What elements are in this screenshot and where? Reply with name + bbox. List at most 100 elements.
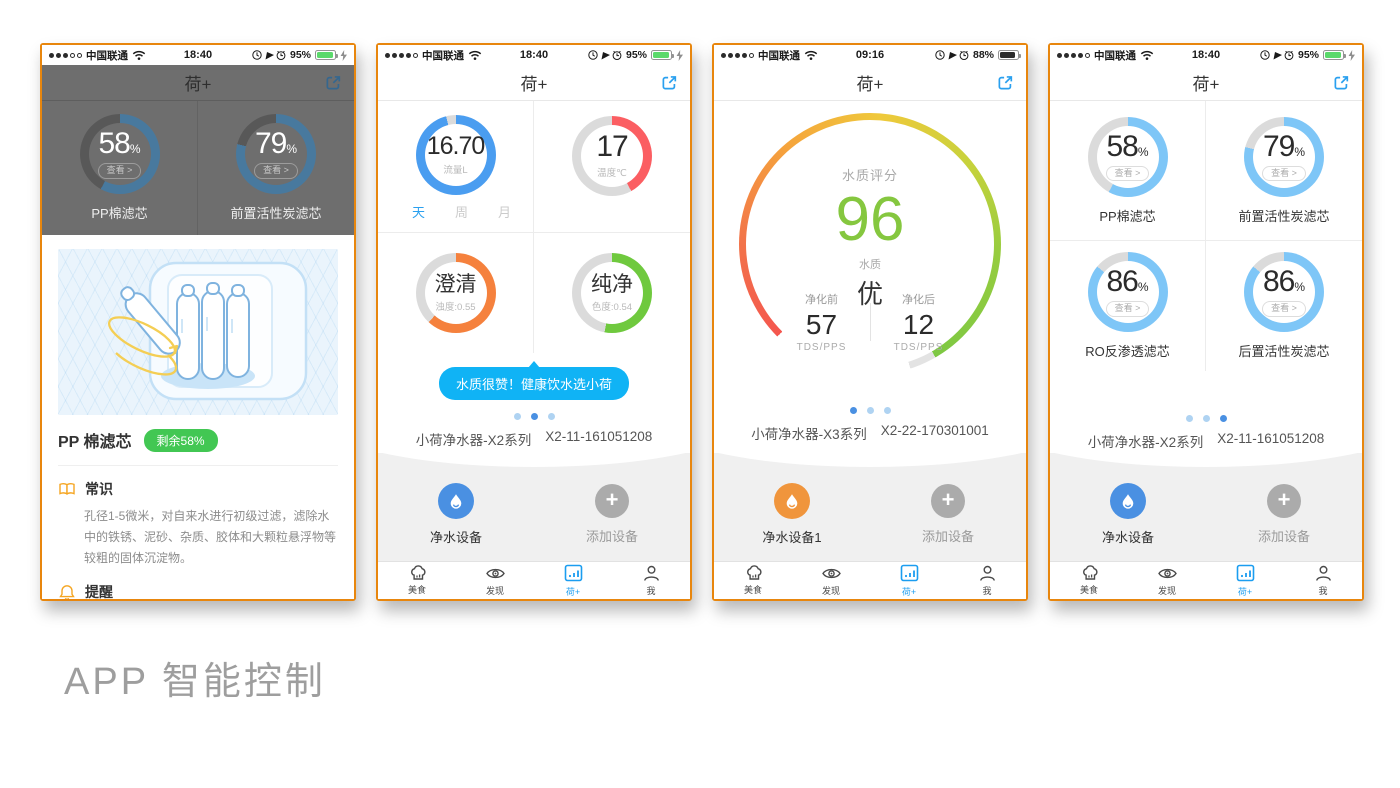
add-device-button[interactable]: + 添加设备 bbox=[870, 453, 1026, 561]
page-title: 荷+ bbox=[856, 75, 884, 94]
gauge-post-carbon[interactable]: 86% 查看 > 后置活性炭滤芯 bbox=[1206, 241, 1362, 371]
share-icon[interactable] bbox=[324, 74, 342, 92]
share-icon[interactable] bbox=[660, 74, 678, 92]
device-purifier-1[interactable]: 净水设备1 bbox=[714, 453, 870, 561]
status-time: 09:16 bbox=[855, 49, 885, 61]
tab-day[interactable]: 天 bbox=[412, 204, 426, 220]
share-icon[interactable] bbox=[996, 74, 1014, 92]
device-label: 净水设备 bbox=[1101, 529, 1154, 545]
add-device-button[interactable]: + 添加设备 bbox=[1206, 453, 1362, 561]
share-icon[interactable] bbox=[1332, 74, 1350, 92]
gauge-pre-carbon[interactable]: 79% 查看 > 前置活性炭滤芯 bbox=[198, 101, 354, 235]
view-button[interactable]: 查看 > bbox=[1262, 301, 1306, 317]
dot-2[interactable] bbox=[1202, 415, 1210, 422]
tab-week[interactable]: 周 bbox=[455, 204, 469, 220]
gauge-value: 17 bbox=[596, 130, 628, 163]
tab-discover[interactable]: 发现 bbox=[456, 562, 534, 599]
tab-discover[interactable]: 发现 bbox=[792, 562, 870, 599]
page-title: 荷+ bbox=[1192, 75, 1220, 94]
carrier-label: 中国联通 bbox=[86, 49, 128, 62]
page-dots[interactable] bbox=[714, 407, 1026, 414]
dot-2[interactable] bbox=[866, 407, 874, 414]
eye-icon bbox=[1157, 568, 1177, 578]
tab-bar: 美食 发现 荷+ 我 bbox=[1050, 561, 1362, 599]
temperature-gauge-cell[interactable]: 17 温度℃ bbox=[534, 101, 690, 233]
device-purifier[interactable]: 净水设备 bbox=[1050, 453, 1206, 561]
flow-gauge-cell[interactable]: 16.70 流量L 天 周 月 bbox=[378, 101, 534, 233]
device-label: 净水设备1 bbox=[762, 529, 822, 545]
gauge-pre-carbon[interactable]: 79% 查看 > 前置活性炭滤芯 bbox=[1206, 101, 1362, 241]
status-time: 18:40 bbox=[183, 49, 213, 61]
tab-he-plus[interactable]: 荷+ bbox=[534, 562, 612, 599]
nav-bar: 荷+ bbox=[714, 65, 1026, 101]
tab-he-plus[interactable]: 荷+ bbox=[1206, 562, 1284, 599]
view-button[interactable]: 查看 > bbox=[254, 163, 298, 179]
page-dots[interactable] bbox=[1050, 415, 1362, 422]
battery-icon bbox=[998, 50, 1021, 60]
plus-icon: + bbox=[1277, 486, 1291, 512]
tab-me[interactable]: 我 bbox=[948, 562, 1026, 599]
filter-illustration bbox=[58, 249, 338, 415]
device-serial: X2-22-170301001 bbox=[880, 423, 989, 438]
tab-bar: 美食 发现 荷+ 我 bbox=[378, 561, 690, 599]
dot-1-active[interactable] bbox=[849, 407, 857, 414]
metric-quadrants: 16.70 流量L 天 周 月 17 bbox=[378, 101, 690, 353]
status-bar: 中国联通 18:40 95% bbox=[42, 45, 354, 65]
gauge-label: PP棉滤芯 bbox=[91, 206, 148, 221]
signal-icon bbox=[49, 52, 82, 58]
person-icon bbox=[979, 565, 995, 582]
ring-gauge: 澄清 浊度:0.55 bbox=[415, 253, 496, 333]
nav-bar: 荷+ bbox=[378, 65, 690, 101]
add-device-button[interactable]: + 添加设备 bbox=[534, 453, 690, 561]
device-purifier[interactable]: 净水设备 bbox=[378, 453, 534, 561]
chroma-gauge-cell[interactable]: 纯净 色度:0.54 bbox=[534, 233, 690, 353]
gauge-label: 前置活性炭滤芯 bbox=[1238, 208, 1330, 224]
gauge-unit: % bbox=[286, 142, 298, 157]
tab-food[interactable]: 美食 bbox=[714, 562, 792, 599]
status-bar: 中国联通 09:16 88% bbox=[714, 45, 1026, 65]
section-body: 孔径1-5微米，对自来水进行初级过滤，滤除水中的铁锈、泥砂、杂质、胶体和大颗粒悬… bbox=[84, 509, 337, 565]
stats-box-icon bbox=[1236, 564, 1254, 582]
page-dots[interactable] bbox=[378, 413, 690, 420]
dot-3-active[interactable] bbox=[1219, 415, 1227, 422]
section-title: 提醒 bbox=[85, 584, 113, 599]
after-purify: 净化后 12 TDS/PPS bbox=[893, 294, 944, 353]
gauge-pp-cotton[interactable]: 58% 查看 > PP棉滤芯 bbox=[42, 101, 198, 235]
stats-box-icon bbox=[900, 564, 918, 582]
dot-3[interactable] bbox=[547, 413, 555, 420]
water-drop-icon bbox=[450, 493, 462, 509]
dot-1[interactable] bbox=[1185, 415, 1193, 422]
view-button[interactable]: 查看 > bbox=[1105, 301, 1150, 317]
tab-food[interactable]: 美食 bbox=[1050, 562, 1128, 599]
water-quality-bubble[interactable]: 水质很赞！健康饮水选小荷 bbox=[438, 361, 629, 400]
tab-me[interactable]: 我 bbox=[612, 562, 690, 599]
chef-hat-icon bbox=[746, 565, 762, 580]
gauge-label: PP棉滤芯 bbox=[1099, 208, 1156, 224]
plus-icon: + bbox=[941, 486, 955, 512]
gauge-pp-cotton[interactable]: 58% 查看 > PP棉滤芯 bbox=[1050, 101, 1206, 241]
tab-discover[interactable]: 发现 bbox=[1128, 562, 1206, 599]
device-serial: X2-11-161051208 bbox=[545, 429, 653, 444]
filter-name: PP 棉滤芯 bbox=[58, 434, 132, 451]
dot-1[interactable] bbox=[513, 413, 521, 420]
gauge-label: RO反渗透滤芯 bbox=[1085, 344, 1170, 359]
phone-3-water-score: 中国联通 09:16 88% 荷+ 水质评分 bbox=[712, 43, 1028, 601]
view-button[interactable]: 查看 > bbox=[1262, 165, 1306, 182]
phone-1-filter-detail: 中国联通 18:40 95% 荷+ 5 bbox=[40, 43, 356, 601]
device-label: 净水设备 bbox=[429, 529, 482, 545]
dot-3[interactable] bbox=[883, 407, 891, 414]
page-title: 荷+ bbox=[520, 75, 548, 94]
dot-2-active[interactable] bbox=[530, 413, 538, 420]
tab-me[interactable]: 我 bbox=[1284, 562, 1362, 599]
view-button[interactable]: 查看 > bbox=[97, 163, 142, 179]
view-button[interactable]: 查看 > bbox=[1105, 165, 1150, 182]
tab-month[interactable]: 月 bbox=[498, 204, 512, 220]
tab-he-plus[interactable]: 荷+ bbox=[870, 562, 948, 599]
gauge-ro-membrane[interactable]: 86% 查看 > RO反渗透滤芯 bbox=[1050, 241, 1206, 371]
battery-percent: 95% bbox=[625, 49, 647, 61]
chef-hat-icon bbox=[1082, 565, 1098, 580]
tab-food[interactable]: 美食 bbox=[378, 562, 456, 599]
turbidity-gauge-cell[interactable]: 澄清 浊度:0.55 bbox=[378, 233, 534, 353]
gauge-value: 纯净 bbox=[591, 272, 633, 296]
